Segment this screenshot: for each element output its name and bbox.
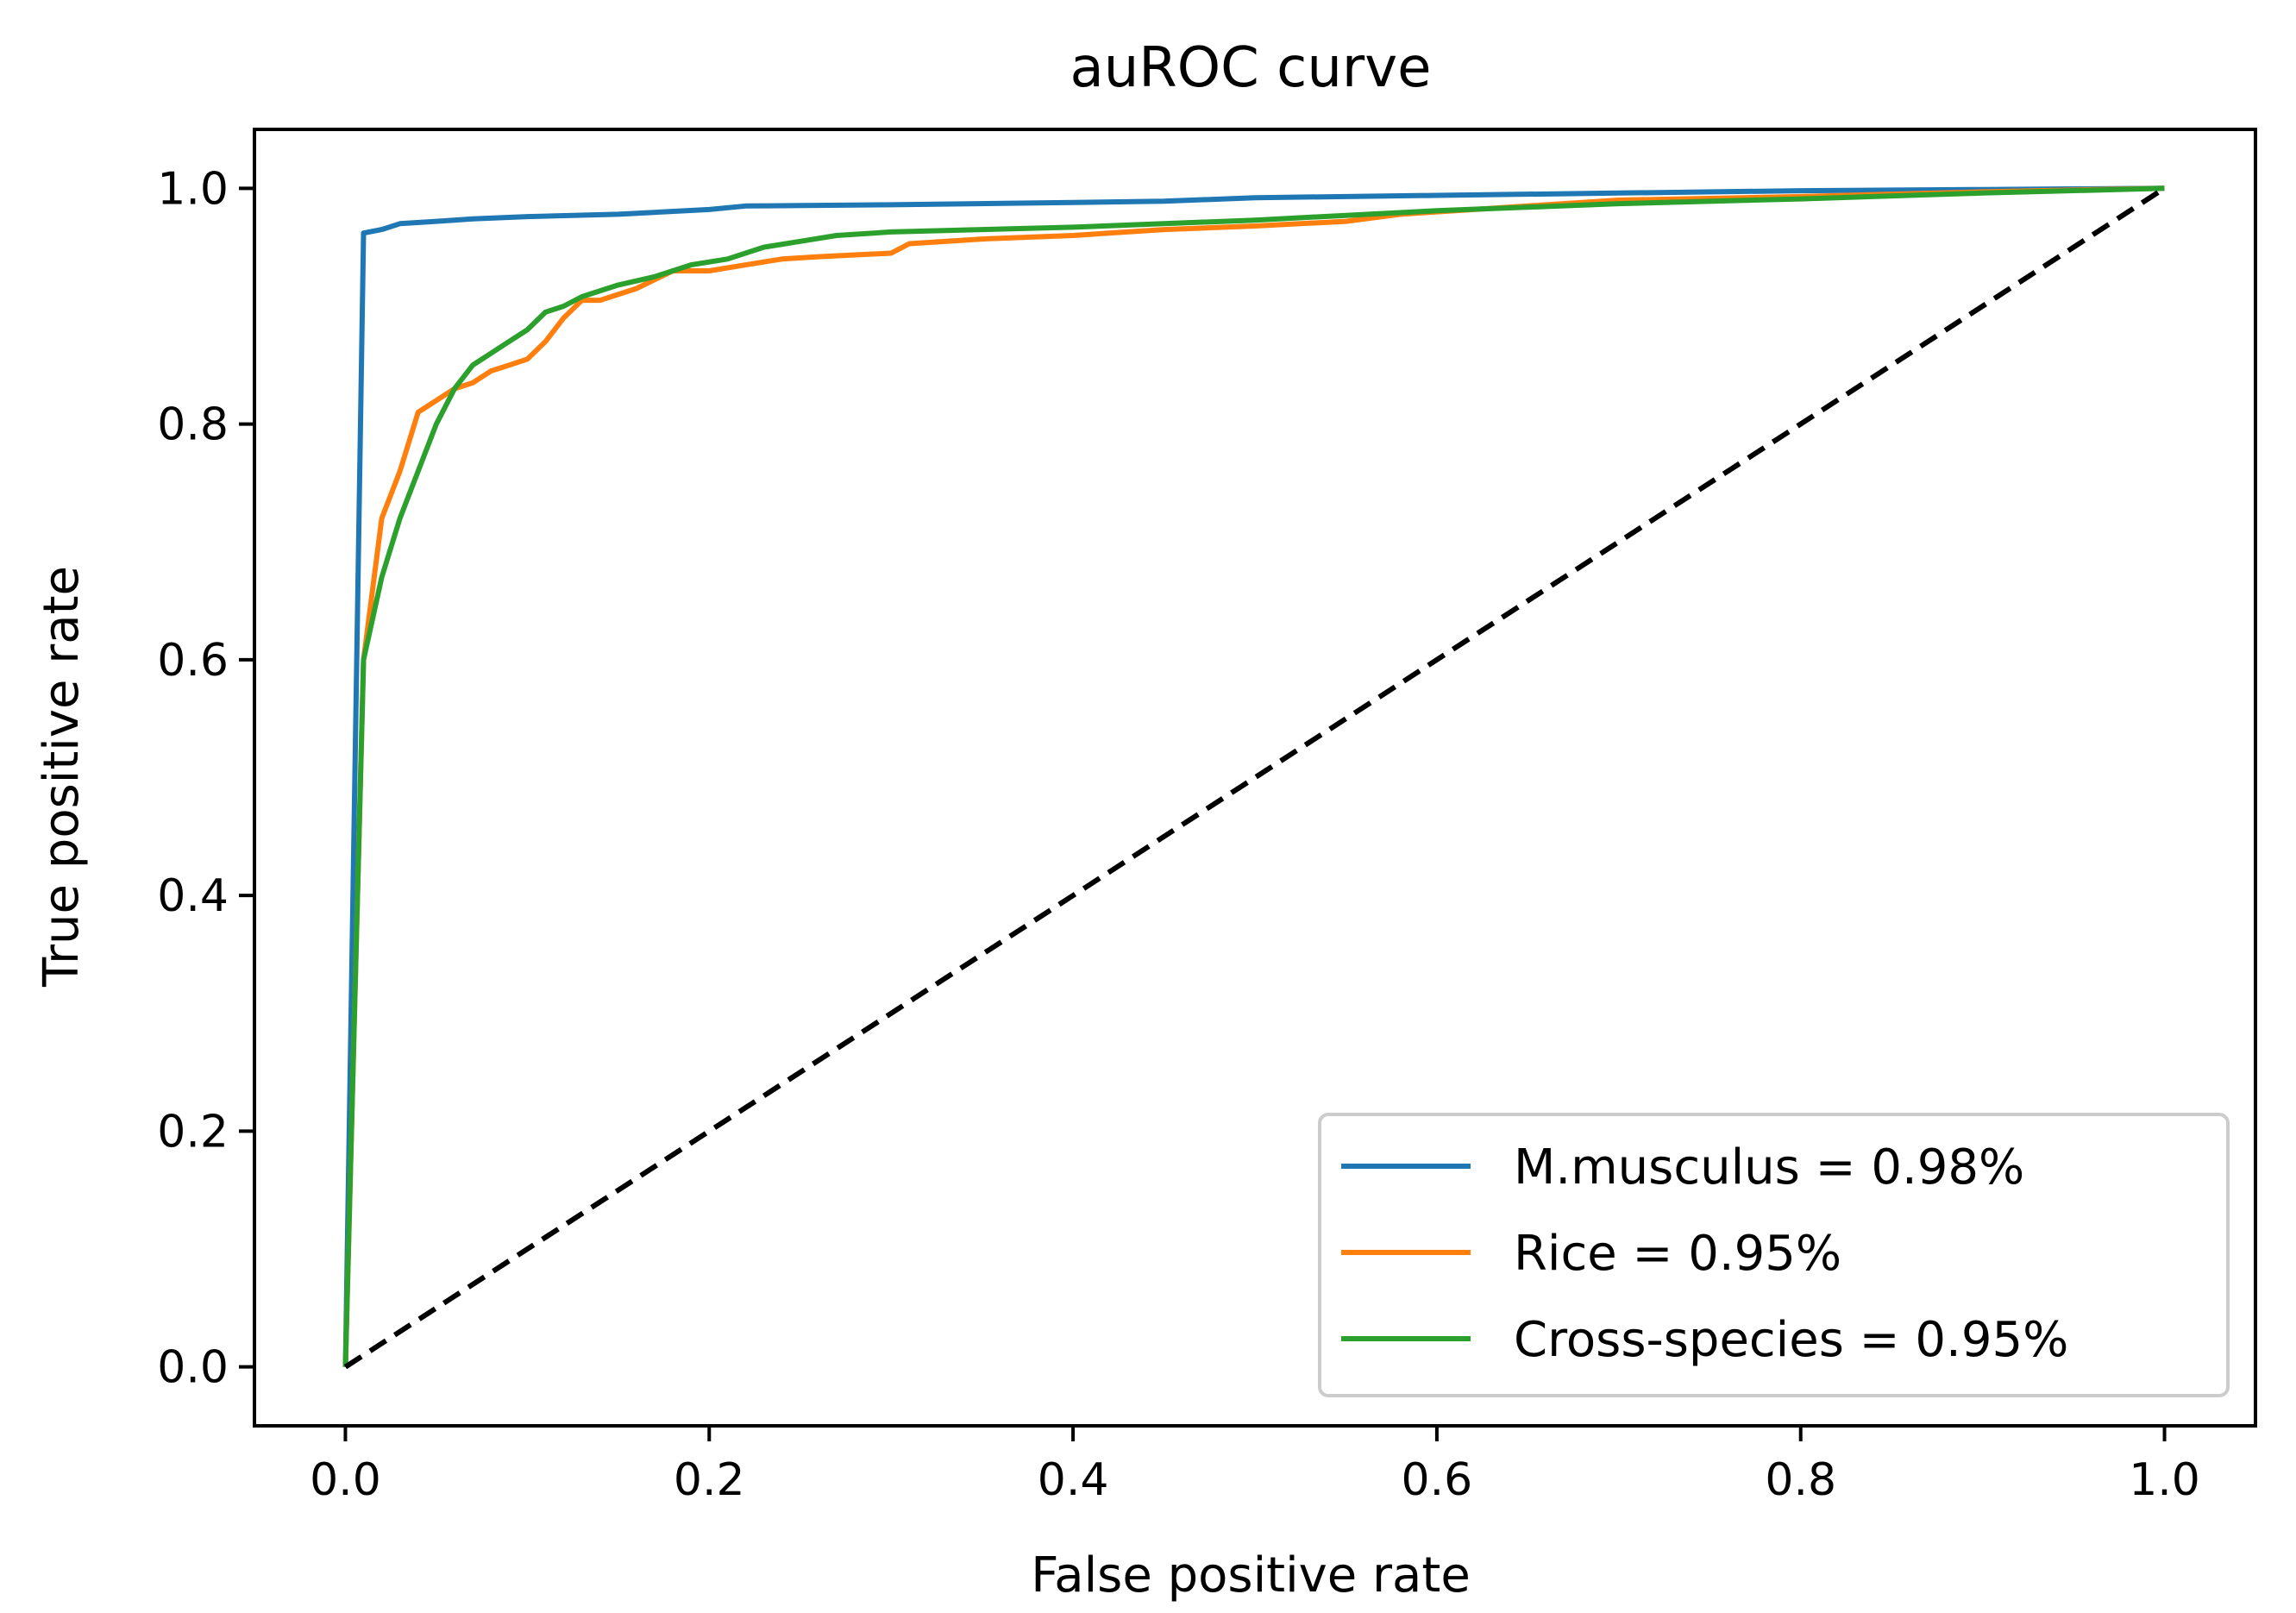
- x-axis-ticks: 0.0 0.2 0.4 0.6 0.8 1.0: [310, 1426, 2200, 1506]
- diagonal-reference-line: [343, 185, 2167, 1370]
- plot-frame: [253, 128, 2257, 1428]
- legend-label: Cross-species = 0.95%: [1514, 1312, 2068, 1368]
- series-line-2: [342, 185, 2165, 1367]
- legend: M.musculus = 0.98% Rice = 0.95% Cross-spec…: [1318, 1113, 2230, 1397]
- y-tick-label: 0.4: [157, 870, 229, 922]
- x-tick-label: 0.0: [310, 1454, 381, 1506]
- legend-label: M.musculus = 0.98%: [1514, 1139, 2024, 1196]
- legend-box: [1318, 1113, 2230, 1397]
- plot-series-group: [342, 185, 2167, 1370]
- y-tick-label: 0.2: [157, 1106, 229, 1158]
- legend-label: Rice = 0.95%: [1514, 1226, 1841, 1282]
- x-tick-label: 1.0: [2129, 1454, 2200, 1506]
- chart-title: auROC curve: [1070, 36, 1432, 100]
- y-axis-label: True positive rate: [34, 566, 90, 988]
- x-tick-label: 0.4: [1038, 1454, 1109, 1506]
- y-tick-label: 1.0: [157, 163, 229, 215]
- y-tick-label: 0.8: [157, 399, 229, 451]
- series-line-1: [342, 185, 2165, 1367]
- y-tick-label: 0.6: [157, 635, 229, 687]
- x-tick-label: 0.2: [674, 1454, 745, 1506]
- y-tick-label: 0.0: [157, 1342, 229, 1394]
- x-tick-label: 0.8: [1765, 1454, 1836, 1506]
- series-line-0: [342, 185, 2165, 1367]
- x-tick-label: 0.6: [1402, 1454, 1473, 1506]
- y-axis-ticks: 0.0 0.2 0.4 0.6 0.8 1.0: [157, 163, 254, 1394]
- x-axis-label: False positive rate: [1031, 1547, 1471, 1604]
